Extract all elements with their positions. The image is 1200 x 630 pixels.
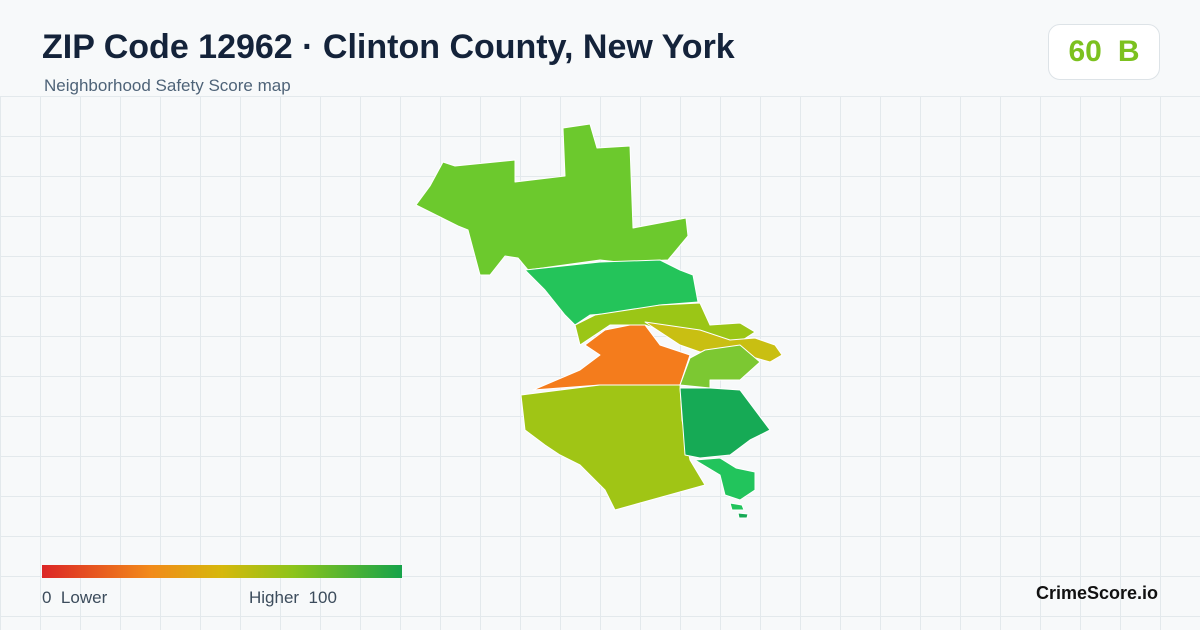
region [737,512,749,519]
legend-min-value: 0 [42,588,52,607]
subtitle: Neighborhood Safety Score map [44,76,291,95]
score-grade: B [1117,35,1140,68]
region [415,123,689,276]
title: ZIP Code 12962 · Clinton County, New Yor… [42,28,735,66]
legend-max-label: Higher [249,588,300,607]
legend-max-value: 100 [308,588,337,607]
region [520,384,706,511]
score-value: 60 [1068,35,1102,68]
region [694,457,756,501]
brand: CrimeScore.io [1035,583,1158,603]
legend-gradient [42,565,402,578]
region [679,387,771,459]
region [679,344,761,389]
region [729,502,745,511]
score-badge: 60 B [1048,24,1160,80]
legend-max: Higher 100 [249,588,337,608]
legend-min: 0 Lower [42,588,107,608]
legend-min-label: Lower [60,588,108,607]
